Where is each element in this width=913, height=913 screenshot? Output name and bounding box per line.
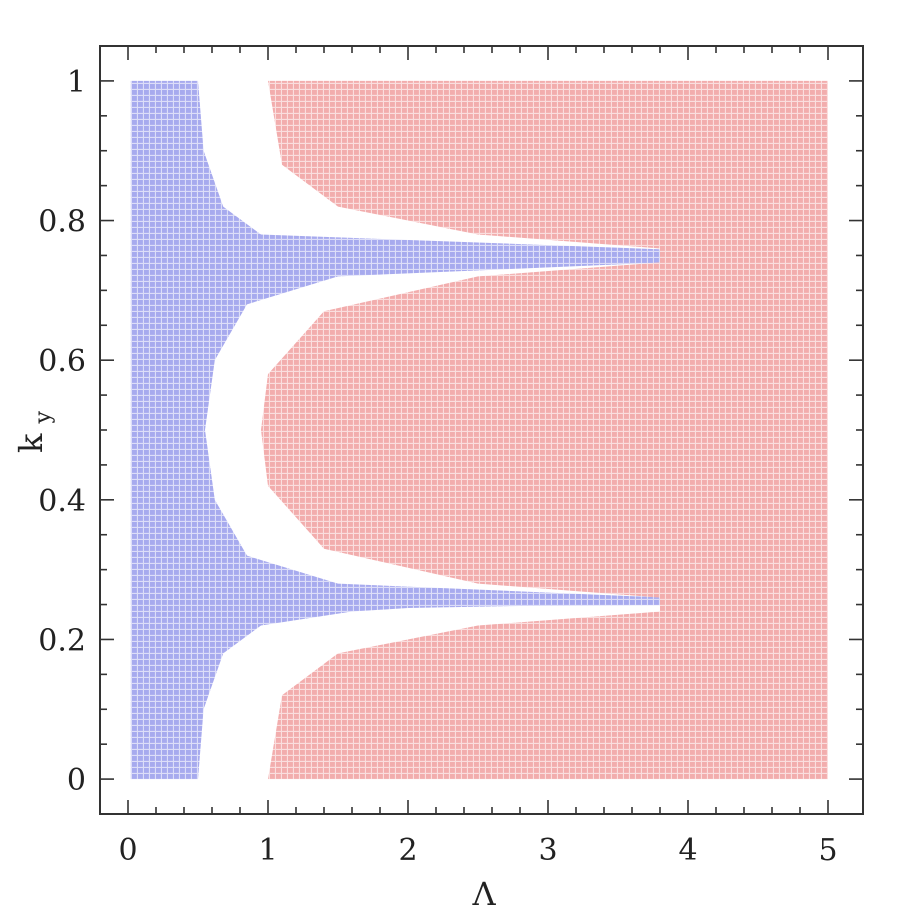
ticks-layer	[100, 46, 863, 814]
y-tick-label: 0.4	[38, 484, 86, 519]
tick-labels-layer: 0 1 2 3 4 5 0 0.2 0.4 0.6 0.8 1	[38, 65, 837, 868]
y-axis-label-main: k	[12, 433, 50, 453]
y-tick-label: 0.8	[38, 205, 86, 240]
y-axis-label-sub: y	[31, 410, 56, 424]
x-tick-label: 4	[678, 833, 697, 868]
x-tick-label: 1	[258, 833, 277, 868]
x-tick-label: 3	[538, 833, 557, 868]
x-axis-label: Λ	[471, 875, 496, 913]
y-axis-label: k y	[12, 410, 56, 453]
regions-layer	[130, 80, 829, 780]
x-tick-label: 5	[818, 833, 837, 868]
y-tick-label: 0.2	[38, 623, 86, 658]
red-region	[261, 80, 828, 780]
y-tick-label: 0	[67, 763, 86, 798]
blue-region	[130, 80, 829, 780]
y-tick-label: 0.6	[38, 344, 86, 379]
x-tick-label: 2	[398, 833, 417, 868]
y-tick-label: 1	[67, 65, 86, 100]
x-tick-label: 0	[118, 833, 137, 868]
